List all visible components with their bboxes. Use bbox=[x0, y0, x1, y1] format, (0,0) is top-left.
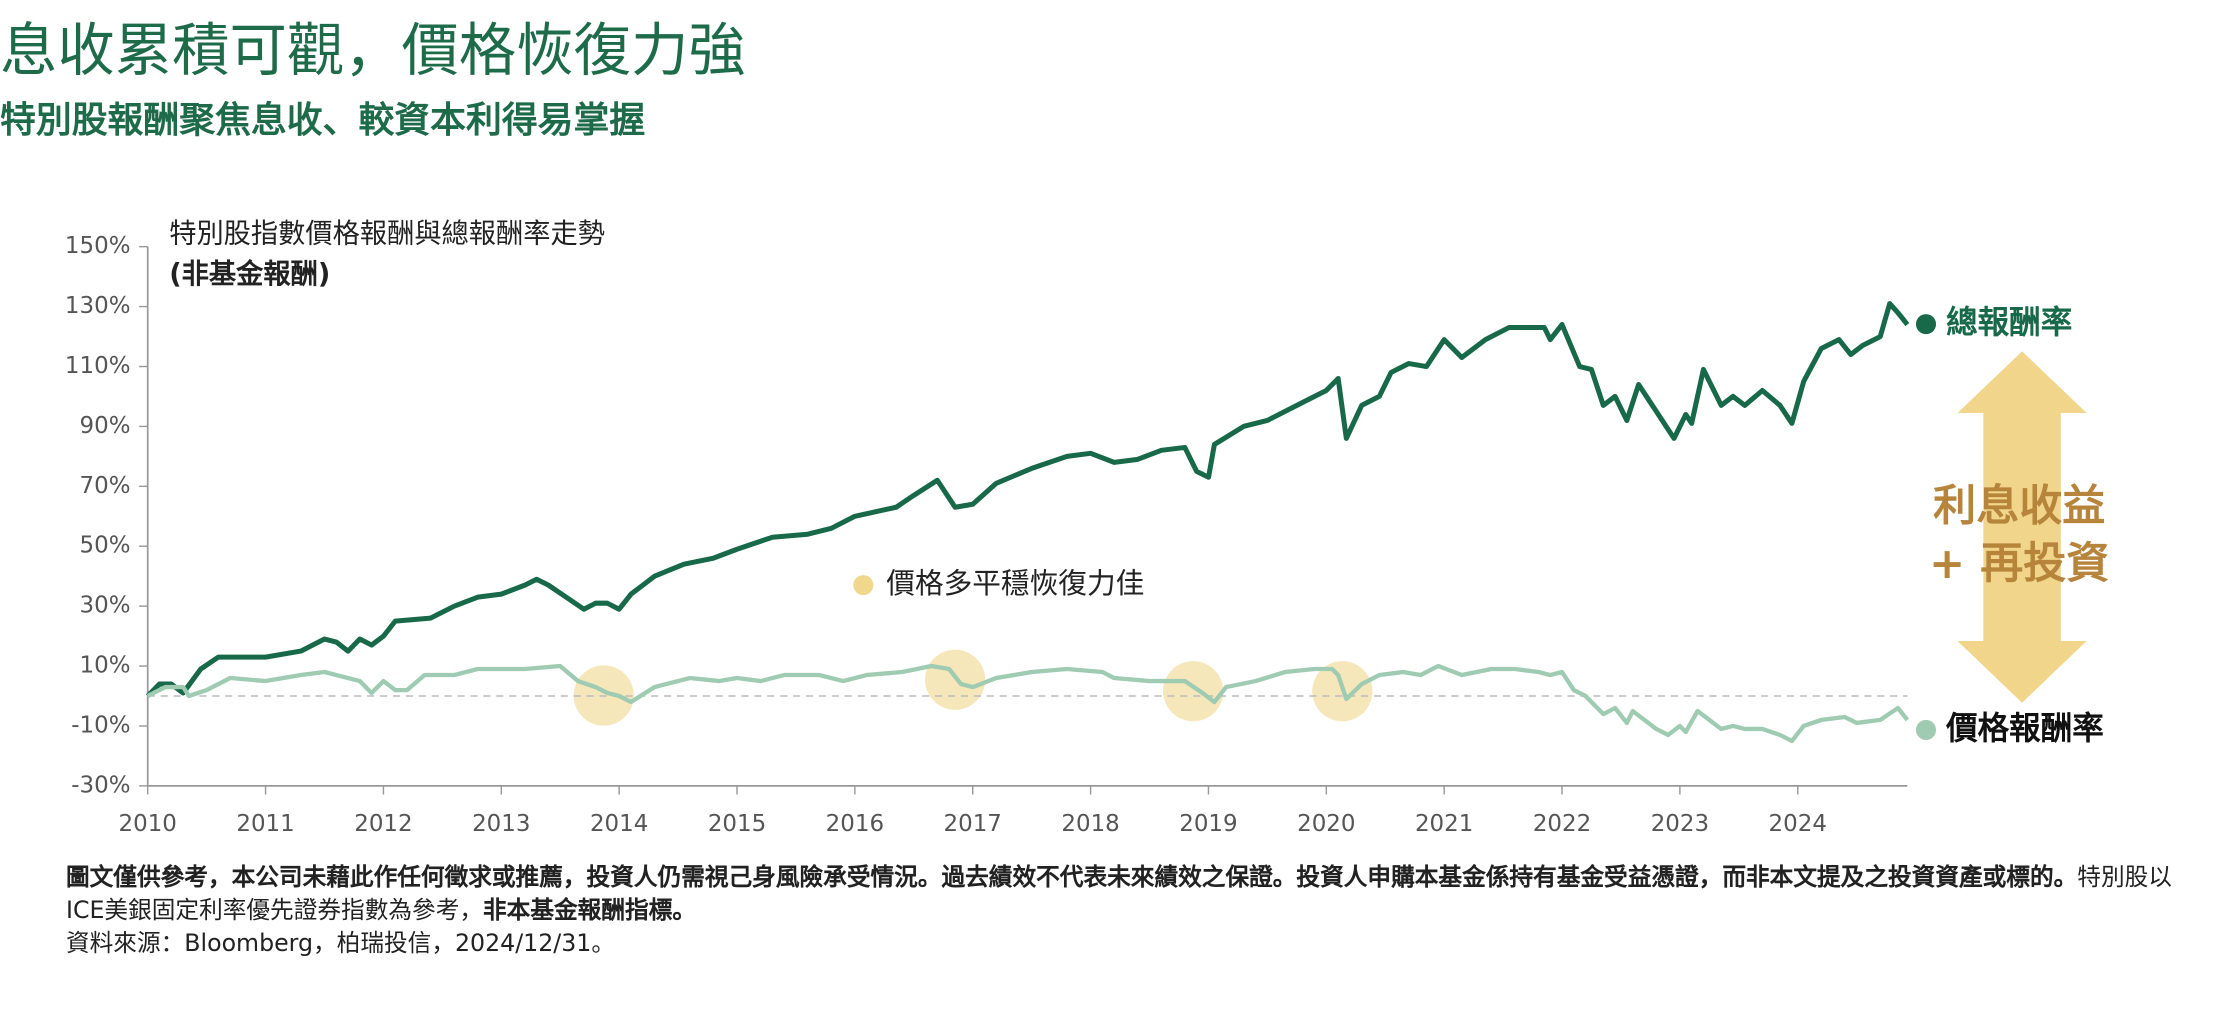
x-tick-label: 2014 bbox=[590, 811, 648, 837]
y-tick-label: 30% bbox=[80, 593, 131, 619]
footnote-text: 特別股以ICE美銀固定利率優先證券指數為參考， bbox=[65, 863, 2172, 924]
y-tick-label: 130% bbox=[65, 293, 131, 319]
highlight bbox=[1163, 661, 1224, 722]
subtitle: 特別股報酬聚焦息收、較資本利得易掌握 bbox=[0, 100, 645, 141]
footnote: 圖文僅供參考，本公司未藉此作任何徵求或推薦，投資人仍需視己身風險承受情況。過去績… bbox=[66, 860, 2174, 959]
legend-label: 總報酬率 bbox=[1946, 305, 2072, 341]
y-tick-label: 70% bbox=[80, 473, 131, 499]
source: 資料來源：Bloomberg，柏瑞投信，2024/12/31。 bbox=[65, 929, 616, 957]
footnote-bold: 非本基金報酬指標。 bbox=[483, 896, 696, 924]
chart-title: 特別股指數價格報酬與總報酬率走勢 bbox=[169, 219, 605, 250]
x-tick-label: 2018 bbox=[1061, 811, 1119, 837]
chart-subtitle: (非基金報酬) bbox=[169, 258, 330, 290]
legend-label: 價格報酬率 bbox=[1945, 711, 2104, 747]
y-tick-label: -30% bbox=[71, 772, 130, 798]
x-tick-label: 2024 bbox=[1769, 811, 1827, 837]
x-tick-label: 2020 bbox=[1297, 811, 1355, 837]
x-tick-label: 2022 bbox=[1533, 811, 1591, 837]
annotation: 價格多平穩恢復力佳 bbox=[886, 566, 1144, 600]
x-tick-label: 2023 bbox=[1651, 811, 1709, 837]
y-tick-label: 110% bbox=[65, 353, 131, 379]
title: 息收累積可觀，價格恢復力強 bbox=[0, 17, 746, 84]
y-tick-label: 90% bbox=[80, 413, 131, 439]
annotation-marker bbox=[853, 575, 874, 596]
arrow-text: 利息收益 bbox=[1933, 482, 2105, 532]
arrow bbox=[1957, 351, 2087, 703]
arrow-text: + 再投資 bbox=[1929, 539, 2109, 589]
y-tick-label: 150% bbox=[65, 233, 131, 259]
x-tick-label: 2011 bbox=[236, 811, 294, 837]
series-line bbox=[145, 301, 1910, 698]
legend-marker bbox=[1915, 314, 1937, 335]
x-tick-label: 2015 bbox=[708, 811, 766, 837]
x-tick-label: 2013 bbox=[472, 811, 530, 837]
y-tick-label: 50% bbox=[80, 533, 131, 559]
chart: 息收累積可觀，價格恢復力強 特別股報酬聚焦息收、較資本利得易掌握 特別股指數價格… bbox=[0, 17, 2109, 837]
x-tick-label: 2012 bbox=[354, 811, 412, 837]
x-tick-label: 2010 bbox=[119, 811, 177, 837]
x-tick-label: 2016 bbox=[826, 811, 884, 837]
x-tick-label: 2017 bbox=[944, 811, 1002, 837]
series-line bbox=[146, 663, 1910, 744]
y-tick-label: -10% bbox=[71, 712, 130, 738]
x-tick-label: 2019 bbox=[1179, 811, 1237, 837]
y-tick-label: 10% bbox=[80, 653, 131, 679]
x-tick-label: 2021 bbox=[1415, 811, 1473, 837]
legend-marker bbox=[1915, 719, 1937, 740]
footnote-bold: 圖文僅供參考，本公司未藉此作任何徵求或推薦，投資人仍需視己身風險承受情況。過去績… bbox=[65, 863, 2078, 891]
